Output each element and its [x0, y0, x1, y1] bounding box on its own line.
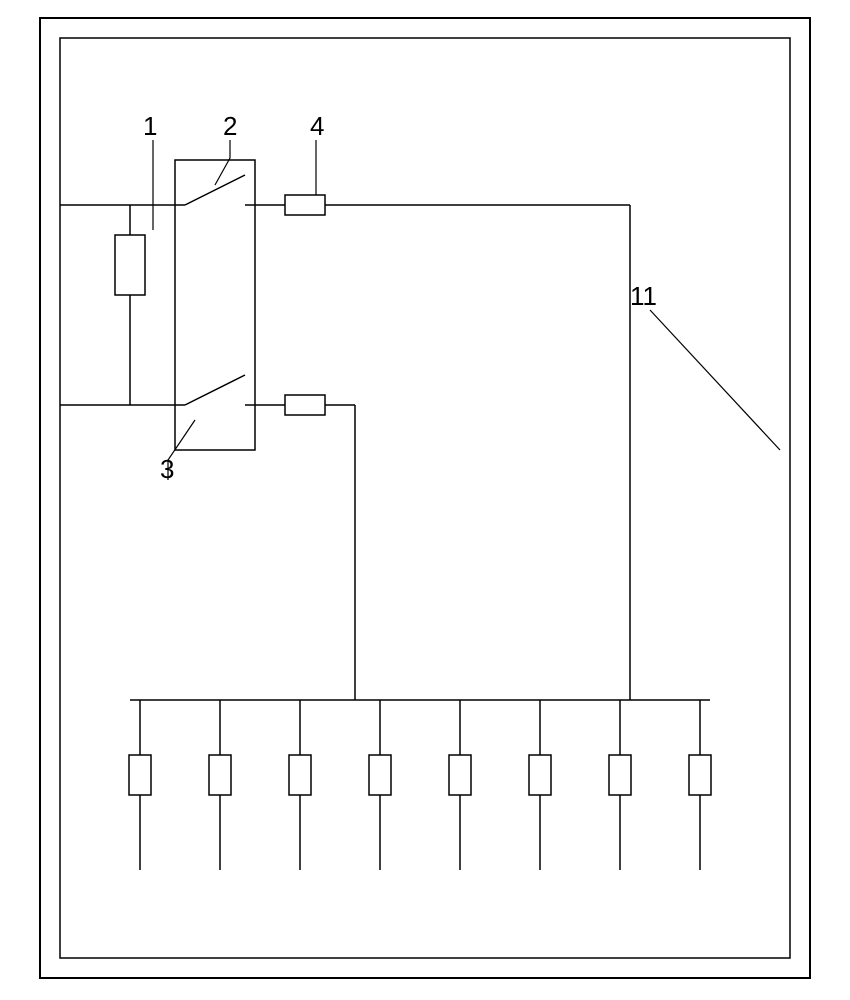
bottom-connector-box — [285, 395, 325, 415]
switch-bottom-arm — [185, 375, 245, 405]
leader-lead-11 — [650, 310, 780, 450]
circuit-diagram: 1 2 3 4 11 — [0, 0, 850, 1000]
component-1 — [115, 235, 145, 295]
switch-top-arm — [185, 175, 245, 205]
label-2: 2 — [223, 111, 237, 141]
branch-box-3 — [369, 755, 391, 795]
branch-box-4 — [449, 755, 471, 795]
label-3: 3 — [160, 454, 174, 484]
inner-frame — [60, 38, 790, 958]
label-1: 1 — [143, 111, 157, 141]
branch-box-6 — [609, 755, 631, 795]
branch-box-2 — [289, 755, 311, 795]
branch-box-7 — [689, 755, 711, 795]
label-4: 4 — [310, 111, 324, 141]
outer-frame — [40, 18, 810, 978]
branch-box-1 — [209, 755, 231, 795]
branch-box-0 — [129, 755, 151, 795]
leader-lead-2 — [215, 140, 230, 185]
label-11: 11 — [630, 281, 657, 311]
branch-box-5 — [529, 755, 551, 795]
top-connector-box — [285, 195, 325, 215]
